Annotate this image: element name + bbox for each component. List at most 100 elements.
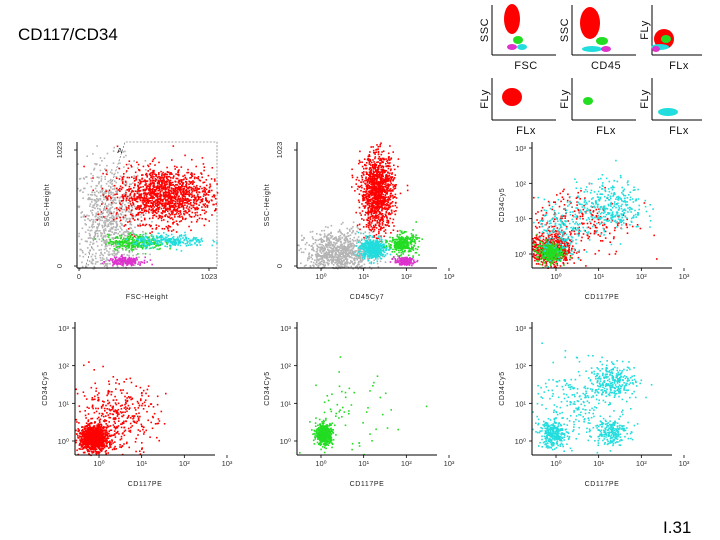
- data-point: [107, 196, 109, 199]
- data-point: [305, 264, 307, 267]
- data-point: [122, 199, 124, 202]
- data-point: [159, 216, 161, 219]
- data-point: [194, 198, 196, 201]
- data-point: [355, 211, 357, 214]
- data-point: [118, 167, 121, 170]
- data-point: [104, 245, 107, 248]
- data-point: [370, 186, 372, 189]
- data-point: [134, 262, 136, 265]
- data-point: [357, 239, 360, 242]
- data-point: [377, 151, 380, 154]
- data-point: [144, 224, 146, 227]
- data-point: [100, 234, 103, 236]
- data-point: [353, 251, 356, 253]
- data-point: [122, 197, 125, 200]
- data-point: [125, 163, 128, 166]
- data-point: [143, 241, 145, 244]
- data-point: [155, 179, 157, 181]
- data-point: [104, 239, 107, 242]
- data-point: [336, 264, 339, 267]
- data-point: [368, 190, 371, 192]
- data-point: [101, 219, 103, 222]
- data-point: [168, 186, 171, 188]
- data-point: [359, 185, 362, 188]
- data-point: [92, 153, 94, 155]
- data-point: [154, 190, 157, 192]
- data-point: [379, 203, 381, 205]
- data-point: [130, 204, 133, 207]
- data-point: [310, 261, 313, 263]
- data-point: [121, 176, 124, 179]
- data-point: [321, 248, 323, 251]
- data-point: [130, 248, 132, 250]
- data-point: [330, 257, 333, 259]
- data-point: [165, 188, 167, 191]
- data-point: [353, 257, 355, 260]
- data-point: [123, 183, 126, 186]
- data-point: [193, 202, 196, 205]
- data-point: [142, 214, 145, 216]
- data-point: [157, 243, 160, 245]
- data-point: [90, 177, 92, 180]
- data-point: [157, 186, 160, 188]
- data-point: [176, 202, 179, 205]
- data-point: [166, 187, 168, 189]
- data-point: [327, 244, 329, 247]
- data-point: [335, 256, 337, 259]
- data-point: [184, 197, 187, 200]
- data-point: [373, 195, 376, 198]
- thumb-ylabel: FLy: [639, 20, 651, 39]
- data-point: [373, 151, 375, 154]
- data-point: [379, 162, 381, 165]
- data-point: [150, 241, 152, 244]
- data-point: [179, 203, 181, 206]
- data-point: [94, 238, 97, 240]
- data-point: [370, 181, 373, 183]
- data-point: [371, 209, 374, 212]
- data-point: [98, 249, 100, 251]
- data-point: [188, 186, 191, 188]
- data-point: [192, 188, 195, 190]
- data-point: [117, 215, 120, 217]
- data-point: [169, 181, 172, 184]
- data-point: [134, 246, 136, 248]
- data-point: [165, 236, 167, 239]
- data-point: [139, 236, 141, 238]
- data-point: [320, 237, 322, 240]
- data-point: [193, 177, 196, 180]
- data-point: [330, 247, 333, 250]
- data-point: [384, 224, 387, 226]
- data-point: [342, 245, 344, 248]
- data-point: [343, 266, 346, 269]
- data-point: [347, 244, 349, 247]
- data-point: [362, 198, 364, 201]
- data-point: [147, 205, 150, 208]
- data-point: [367, 226, 370, 229]
- data-point: [153, 243, 156, 245]
- data-point: [149, 186, 151, 188]
- data-point: [376, 188, 378, 190]
- data-point: [121, 223, 123, 225]
- data-point: [174, 168, 176, 170]
- data-point: [373, 259, 375, 262]
- data-point: [367, 211, 370, 213]
- data-point: [345, 235, 347, 238]
- thumb-population: [658, 108, 678, 116]
- thumb-xlabel: FSC: [514, 60, 538, 72]
- data-point: [386, 165, 389, 167]
- data-point: [107, 236, 110, 238]
- data-point: [148, 206, 151, 208]
- data-point: [135, 208, 138, 210]
- data-point: [363, 263, 366, 266]
- data-point: [344, 258, 346, 260]
- data-point: [201, 187, 203, 190]
- data-point: [378, 165, 380, 167]
- data-point: [128, 217, 130, 220]
- data-point: [368, 173, 371, 175]
- data-point: [148, 244, 151, 247]
- data-point: [361, 251, 364, 253]
- data-point: [158, 241, 161, 243]
- data-point: [196, 244, 198, 246]
- data-point: [143, 209, 146, 211]
- data-point: [380, 175, 383, 178]
